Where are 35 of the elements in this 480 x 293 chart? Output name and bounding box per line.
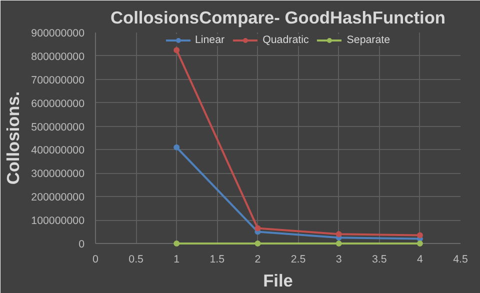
y-tick-label: 100000000 — [31, 215, 85, 228]
legend-label: Separate — [346, 34, 390, 46]
x-tick-label: 2.5 — [290, 254, 306, 266]
x-tick-label: 2 — [254, 254, 261, 266]
x-tick-label: 3 — [336, 254, 342, 266]
x-tick-label: 1 — [174, 254, 180, 266]
x-axis-title: File — [263, 270, 294, 290]
point — [174, 47, 180, 54]
x-tick-label: 0 — [92, 254, 99, 266]
point — [336, 231, 342, 238]
x-tick-label: 4.5 — [453, 254, 468, 266]
legend-label: Linear — [194, 34, 225, 46]
y-tick-label: 300000000 — [31, 168, 85, 180]
point — [416, 232, 423, 238]
x-tick-label: 4 — [416, 254, 423, 266]
x-tick-label: 1.5 — [210, 254, 225, 266]
y-tick-label: 600000000 — [31, 98, 85, 110]
y-tick-label: 800000000 — [31, 50, 85, 63]
point — [254, 240, 261, 246]
point — [174, 144, 180, 150]
point — [254, 225, 261, 232]
y-tick-label: 400000000 — [31, 144, 85, 157]
point — [416, 240, 423, 246]
legend-label: Quadratic — [262, 34, 309, 46]
point — [336, 240, 342, 246]
x-tick-label: 0.5 — [128, 254, 144, 266]
x-tick-label: 3.5 — [372, 254, 387, 266]
y-tick-label: 900000000 — [31, 28, 85, 40]
y-axis-title: Collosions. — [3, 91, 24, 185]
y-tick-label: 700000000 — [31, 74, 85, 86]
point — [174, 240, 180, 246]
y-tick-label: 500000000 — [31, 121, 85, 134]
chart-title: CollosionsCompare- GoodHashFunction — [110, 8, 446, 28]
y-tick-label: 0 — [78, 238, 85, 250]
y-tick-label: 200000000 — [31, 192, 85, 204]
